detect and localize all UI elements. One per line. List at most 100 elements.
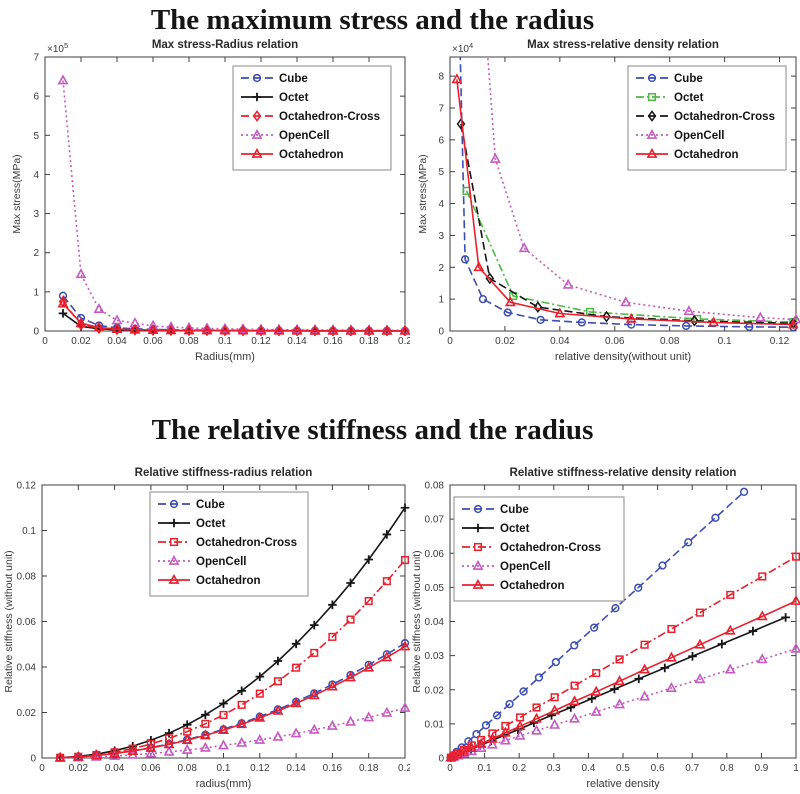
svg-text:0.04: 0.04: [17, 663, 37, 674]
svg-text:Octet: Octet: [196, 518, 226, 530]
svg-text:0.4: 0.4: [581, 763, 595, 774]
svg-text:0.2: 0.2: [512, 763, 526, 774]
svg-text:Relative stiffness-radius rela: Relative stiffness-radius relation: [135, 467, 313, 479]
svg-text:0: 0: [39, 763, 45, 774]
svg-text:0.1: 0.1: [217, 763, 231, 774]
series-layer: [54, 503, 410, 762]
svg-text:0.04: 0.04: [107, 336, 127, 347]
svg-text:Octahedron-Cross: Octahedron-Cross: [500, 542, 601, 554]
svg-text:relative density: relative density: [586, 778, 660, 790]
svg-text:0.06: 0.06: [605, 336, 625, 347]
svg-text:Relative stiffness (without un: Relative stiffness (without unit): [411, 550, 423, 692]
svg-text:0.03: 0.03: [425, 651, 445, 662]
svg-text:radius(mm): radius(mm): [196, 778, 252, 790]
svg-text:Octahedron: Octahedron: [500, 580, 565, 592]
svg-text:Octahedron-Cross: Octahedron-Cross: [279, 111, 380, 123]
svg-text:3: 3: [33, 209, 39, 220]
svg-text:6: 6: [438, 135, 444, 146]
section-heading-relative-stiffness: The relative stiffness and the radius: [151, 414, 594, 446]
svg-text:0.08: 0.08: [425, 481, 445, 492]
svg-text:Octet: Octet: [500, 523, 530, 535]
svg-text:Max stress(MPa): Max stress(MPa): [417, 154, 429, 233]
svg-text:2: 2: [33, 248, 39, 259]
svg-text:0.18: 0.18: [359, 763, 379, 774]
svg-text:Relative stiffness (without un: Relative stiffness (without unit): [3, 550, 15, 692]
svg-text:8: 8: [438, 72, 444, 83]
svg-text:Octahedron: Octahedron: [674, 149, 739, 161]
svg-text:0.18: 0.18: [359, 336, 379, 347]
svg-text:0.06: 0.06: [143, 336, 163, 347]
svg-text:Cube: Cube: [279, 73, 308, 85]
legend-box: [453, 496, 625, 602]
svg-text:Octahedron: Octahedron: [279, 149, 344, 161]
svg-text:×105: ×105: [47, 41, 68, 55]
svg-text:0.04: 0.04: [105, 763, 125, 774]
chart-max-stress-vs-radius: 0 0.02 0.04 0.06 0.08 0.1 0.12 0.14 0.16 0.18 0.2 0…: [0, 30, 412, 380]
svg-text:1: 1: [33, 287, 39, 298]
svg-text:0.5: 0.5: [616, 763, 630, 774]
svg-text:6: 6: [33, 92, 39, 103]
svg-text:0.06: 0.06: [425, 549, 445, 560]
chart-relative-stiffness-vs-radius: 0 0.02 0.04 0.06 0.08 0.1 0.12 0.14 0.16 0.18 0.2 0…: [0, 455, 412, 794]
svg-text:0.14: 0.14: [287, 336, 307, 347]
svg-text:0.2: 0.2: [398, 336, 410, 347]
svg-text:0.04: 0.04: [550, 336, 570, 347]
chart-canvas: 0 0.02 0.04 0.06 0.08 0.1 0.12 0.14 0.16 0.18 0.2 0…: [11, 39, 412, 363]
svg-text:0.06: 0.06: [141, 763, 161, 774]
svg-text:0.08: 0.08: [660, 336, 680, 347]
svg-text:Radius(mm): Radius(mm): [195, 351, 255, 363]
svg-text:5: 5: [438, 167, 444, 178]
series-layer: [451, 57, 800, 332]
svg-text:OpenCell: OpenCell: [279, 130, 329, 142]
svg-text:Octahedron: Octahedron: [196, 575, 261, 587]
svg-text:Cube: Cube: [196, 499, 225, 511]
svg-text:Max stress-relative density re: Max stress-relative density relation: [527, 39, 719, 51]
chart-relative-stiffness-vs-relative-density: 0 0.1 0.2 0.3 0.4 0.5 0.6 0.7 0.8 0.9 1 0 0.01 0.02 0.…: [410, 455, 800, 794]
svg-text:1: 1: [438, 295, 444, 306]
svg-text:0.2: 0.2: [398, 763, 410, 774]
svg-text:Octet: Octet: [674, 92, 704, 104]
svg-text:0.14: 0.14: [286, 763, 306, 774]
svg-text:0.02: 0.02: [71, 336, 91, 347]
svg-text:2: 2: [438, 263, 444, 274]
svg-text:7: 7: [438, 103, 444, 114]
svg-text:relative density(without unit): relative density(without unit): [555, 351, 691, 363]
svg-text:Max stress(MPa): Max stress(MPa): [11, 154, 23, 233]
svg-text:0.07: 0.07: [425, 515, 445, 526]
svg-text:0: 0: [447, 336, 453, 347]
svg-text:0.02: 0.02: [495, 336, 515, 347]
svg-text:0.02: 0.02: [69, 763, 89, 774]
svg-text:0.08: 0.08: [177, 763, 197, 774]
svg-text:0: 0: [438, 327, 444, 338]
svg-text:0.12: 0.12: [251, 336, 271, 347]
svg-text:0.16: 0.16: [323, 336, 343, 347]
svg-text:4: 4: [438, 199, 444, 210]
svg-text:1: 1: [793, 763, 799, 774]
svg-text:0.1: 0.1: [478, 763, 492, 774]
svg-text:0: 0: [438, 754, 444, 765]
svg-text:0.12: 0.12: [770, 336, 790, 347]
svg-text:Octahedron-Cross: Octahedron-Cross: [674, 111, 775, 123]
svg-text:0.1: 0.1: [218, 336, 232, 347]
chart-max-stress-vs-relative-density: 0 0.02 0.04 0.06 0.08 0.1 0.12 0 1 2 3 4 5 6 7 8 Max str…: [410, 30, 800, 380]
svg-text:3: 3: [438, 231, 444, 242]
svg-text:0.12: 0.12: [17, 481, 37, 492]
svg-text:0.08: 0.08: [17, 572, 37, 583]
svg-text:0.02: 0.02: [425, 685, 445, 696]
svg-text:0.04: 0.04: [425, 617, 445, 628]
svg-text:7: 7: [33, 53, 39, 64]
svg-text:0: 0: [30, 754, 36, 765]
chart-canvas: 0 0.02 0.04 0.06 0.08 0.1 0.12 0.14 0.16 0.18 0.2 0…: [3, 467, 412, 790]
svg-text:0.06: 0.06: [17, 617, 37, 628]
svg-text:0.6: 0.6: [651, 763, 665, 774]
svg-text:Octet: Octet: [279, 92, 309, 104]
svg-text:0.16: 0.16: [323, 763, 343, 774]
svg-text:0.08: 0.08: [179, 336, 199, 347]
svg-text:0.1: 0.1: [718, 336, 732, 347]
series-layer: [57, 74, 410, 336]
series-layer: [445, 487, 800, 762]
svg-text:0.01: 0.01: [425, 719, 445, 730]
svg-text:0: 0: [33, 327, 39, 338]
svg-text:0: 0: [42, 336, 48, 347]
